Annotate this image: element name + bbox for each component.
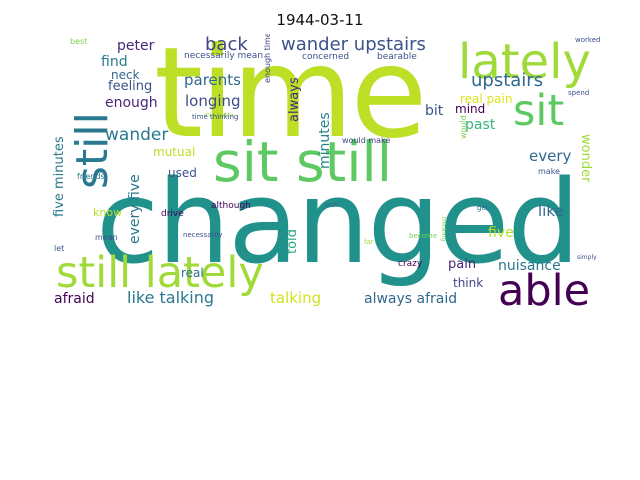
word-peter: peter bbox=[117, 38, 155, 54]
word-enough-time-vertical: enough time bbox=[263, 34, 272, 83]
word-would-make: would make bbox=[342, 136, 391, 145]
word-far: far bbox=[364, 238, 374, 246]
word-every-five-vertical: every five bbox=[127, 174, 143, 244]
word-spend: spend bbox=[568, 89, 590, 97]
word-well: well bbox=[325, 201, 339, 209]
word-past: past bbox=[465, 117, 496, 133]
word-miserable: miserable bbox=[204, 112, 234, 119]
word-bearable: bearable bbox=[377, 52, 417, 62]
word-concerned: concerned bbox=[302, 52, 350, 62]
word-simply: simply bbox=[577, 254, 597, 261]
word-enough: enough bbox=[105, 95, 158, 111]
word-worked: worked bbox=[575, 36, 601, 44]
word-sit: sit bbox=[513, 86, 565, 136]
word-mean: mean bbox=[95, 233, 118, 242]
word-let: let bbox=[54, 244, 65, 253]
word-wander-upstairs: wander upstairs bbox=[281, 34, 426, 55]
word-find: find bbox=[101, 54, 128, 70]
word-every: every bbox=[529, 147, 572, 165]
word-real: real bbox=[181, 266, 204, 280]
word-get: get bbox=[477, 204, 489, 212]
word-cloud: changed time sit still still lately able… bbox=[48, 34, 606, 317]
word-think: think bbox=[453, 276, 484, 290]
word-longing: longing bbox=[185, 92, 241, 110]
word-mutual: mutual bbox=[153, 145, 196, 159]
word-mind: mind bbox=[455, 102, 486, 116]
word-parents: parents bbox=[184, 71, 241, 89]
word-back: back bbox=[205, 34, 248, 55]
word-would-vertical: would bbox=[459, 115, 468, 139]
figure-title: 1944-03-11 bbox=[276, 11, 364, 29]
word-best: best bbox=[70, 37, 88, 46]
word-still-lately: still lately bbox=[56, 248, 264, 298]
word-five: five bbox=[488, 225, 514, 241]
word-although: although bbox=[211, 201, 251, 211]
word-friends: friends bbox=[77, 172, 105, 181]
word-become: become bbox=[409, 232, 438, 240]
word-five-minutes-vertical: five minutes bbox=[52, 136, 67, 217]
word-bit: bit bbox=[425, 103, 444, 119]
word-changed: changed bbox=[96, 156, 580, 290]
word-real-pain: real pain bbox=[460, 92, 513, 106]
word-know: know bbox=[93, 206, 123, 219]
word-afraid: afraid bbox=[54, 291, 95, 307]
word-like: like bbox=[538, 202, 564, 220]
word-used: used bbox=[168, 166, 197, 180]
word-wonder-vertical: wonder bbox=[578, 134, 593, 183]
word-able: able bbox=[498, 266, 591, 316]
word-drive: drive bbox=[161, 209, 184, 219]
word-minutes-vertical: minutes bbox=[317, 112, 333, 169]
word-time-thinking: time thinking bbox=[192, 113, 239, 121]
word-told-vertical: told bbox=[285, 229, 300, 254]
word-necessarily-mean: necessarily mean bbox=[184, 51, 264, 61]
word-necessarily: necessarily bbox=[183, 231, 223, 239]
word-nuisance: nuisance bbox=[498, 258, 561, 274]
word-crazy: crazy bbox=[398, 259, 423, 269]
word-make: make bbox=[538, 167, 560, 176]
word-like-talking: like talking bbox=[127, 288, 215, 307]
word-neck: neck bbox=[111, 68, 140, 82]
word-time: time bbox=[154, 34, 427, 166]
word-talking: talking bbox=[270, 289, 322, 307]
word-upstairs: upstairs bbox=[471, 70, 544, 91]
word-pain: pain bbox=[448, 257, 477, 272]
word-always-afraid: always afraid bbox=[364, 291, 458, 307]
word-always-vertical: always bbox=[287, 77, 302, 122]
word-lately: lately bbox=[458, 34, 591, 90]
word-wander: wander bbox=[105, 125, 169, 145]
word-sit-still: sit still bbox=[213, 130, 393, 194]
word-feeling: feeling bbox=[108, 79, 153, 94]
word-thinking-vertical: thinking bbox=[440, 217, 447, 242]
